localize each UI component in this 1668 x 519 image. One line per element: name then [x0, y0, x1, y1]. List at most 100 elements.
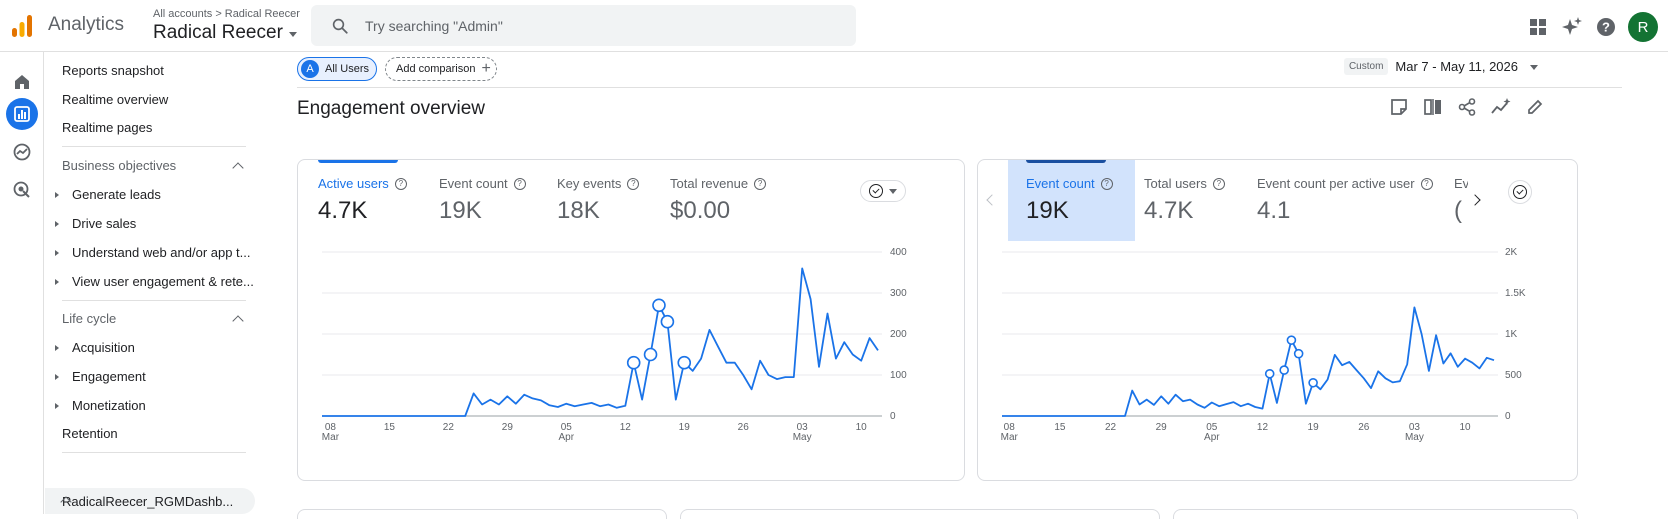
nav-item-view-user-engagement[interactable]: View user engagement & rete... — [55, 274, 254, 289]
sparkle-insights-icon[interactable] — [1560, 15, 1584, 39]
reports-icon[interactable] — [6, 98, 38, 130]
toolbar-divider — [297, 87, 1622, 88]
help-icon[interactable]: ? — [754, 177, 767, 190]
x-tick-month-label: Apr — [559, 432, 575, 443]
comparison-toggle-button[interactable] — [860, 180, 906, 202]
date-range-text: Mar 7 - May 11, 2026 — [1395, 59, 1518, 74]
metric-tab-truncated[interactable]: Ev ( — [1454, 176, 1468, 225]
x-tick-label: 03 — [797, 422, 809, 433]
account-picker[interactable]: All accounts > Radical Reecer Radical Reec… — [153, 8, 300, 44]
x-tick-label: 29 — [502, 422, 514, 433]
home-icon[interactable] — [6, 66, 38, 98]
search-icon — [332, 18, 348, 34]
metric-tab-active-users[interactable]: Active users? 4.7K — [318, 176, 407, 225]
x-tick-month-label: Mar — [1001, 432, 1019, 443]
comparison-toggle-button[interactable] — [1508, 180, 1532, 204]
section-label: Life cycle — [62, 311, 117, 326]
dropdown-caret-icon — [1530, 65, 1538, 70]
main-content: A All Users Add comparison + Custom Mar … — [255, 52, 1668, 519]
x-tick-label: 10 — [856, 422, 868, 433]
x-tick-label: 15 — [384, 422, 396, 433]
property-selector[interactable]: Radical Reecer — [153, 22, 300, 44]
x-tick-label: 08 — [1004, 422, 1016, 433]
y-tick-label: 0 — [890, 411, 896, 422]
date-preset-badge: Custom — [1343, 58, 1389, 75]
metric-tab-total-users[interactable]: Total users? 4.7K — [1144, 176, 1225, 225]
insights-icon[interactable] — [1490, 96, 1512, 118]
anomaly-marker — [660, 314, 675, 329]
x-tick-label: 10 — [1459, 422, 1471, 433]
metric-value: 18K — [557, 197, 600, 224]
expand-arrow-icon — [55, 402, 59, 409]
help-icon[interactable]: ? — [627, 177, 640, 190]
nav-item-realtime-pages[interactable]: Realtime pages — [62, 120, 153, 135]
expand-arrow-icon — [55, 373, 59, 380]
help-icon[interactable]: ? — [1212, 177, 1225, 190]
anomaly-marker — [1286, 335, 1297, 345]
metric-tab-event-count-per-active-user[interactable]: Event count per active user? 4.1 — [1257, 176, 1433, 225]
dropdown-caret-icon — [288, 31, 297, 37]
customize-report-icon[interactable] — [1388, 96, 1410, 118]
nav-item-label: Engagement — [72, 369, 146, 384]
metric-value: 4.7K — [318, 197, 368, 224]
series-line — [1002, 306, 1495, 417]
y-tick-label: 2K — [1505, 247, 1518, 258]
help-icon[interactable]: ? — [513, 177, 526, 190]
nav-section-life-cycle[interactable]: Life cycle — [62, 311, 246, 327]
help-icon[interactable]: ? — [1594, 15, 1618, 39]
x-tick-month-label: May — [793, 432, 812, 443]
nav-item-monetization[interactable]: Monetization — [55, 398, 146, 413]
nav-section-business-objectives[interactable]: Business objectives — [62, 158, 246, 174]
segment-chip-all-users[interactable]: A All Users — [297, 57, 377, 81]
metrics-card-active-users: Active users? 4.7K Event count? 19K Key … — [297, 159, 965, 481]
edit-icon[interactable] — [1524, 96, 1546, 118]
x-tick-label: 22 — [443, 422, 455, 433]
search-placeholder: Try searching "Admin" — [365, 17, 503, 34]
nav-item-understand-web[interactable]: Understand web and/or app t... — [55, 245, 251, 260]
nav-item-drive-sales[interactable]: Drive sales — [55, 216, 136, 231]
metric-label: Event count — [1026, 176, 1095, 191]
help-icon[interactable]: ? — [1100, 177, 1113, 190]
help-icon[interactable]: ? — [1420, 177, 1433, 190]
analytics-logo-icon[interactable] — [10, 14, 34, 38]
metric-tab-event-count[interactable]: Event count? 19K — [1026, 176, 1113, 225]
metric-label: Ev — [1454, 176, 1468, 191]
breadcrumb-root: All accounts — [153, 8, 213, 20]
date-range-picker[interactable]: Custom Mar 7 - May 11, 2026 — [1343, 58, 1538, 75]
y-tick-label: 100 — [890, 370, 907, 381]
avatar[interactable]: R — [1628, 12, 1658, 42]
nav-item-label: Monetization — [72, 398, 146, 413]
metric-value: 19K — [1026, 197, 1069, 224]
nav-item-retention[interactable]: Retention — [62, 426, 118, 441]
add-comparison-button[interactable]: Add comparison + — [385, 57, 497, 81]
expand-arrow-icon — [55, 249, 59, 256]
explore-icon[interactable] — [6, 136, 38, 168]
nav-item-engagement[interactable]: Engagement — [55, 369, 146, 384]
chevron-up-icon — [232, 161, 244, 174]
nav-item-acquisition[interactable]: Acquisition — [55, 340, 135, 355]
y-tick-label: 200 — [890, 329, 907, 340]
metric-tab-total-revenue[interactable]: Total revenue? $0.00 — [670, 176, 767, 225]
x-tick-label: 12 — [620, 422, 632, 433]
nav-item-reports-snapshot[interactable]: Reports snapshot — [62, 63, 164, 78]
anomaly-marker — [677, 355, 692, 370]
x-tick-label: 05 — [1206, 422, 1218, 433]
nav-collection-footer[interactable]: RadicalReecer_RGMDashb... — [45, 488, 255, 514]
nav-item-generate-leads[interactable]: Generate leads — [55, 187, 161, 202]
help-icon[interactable]: ? — [394, 177, 407, 190]
next-card-edge — [297, 509, 667, 519]
advertising-icon[interactable] — [6, 174, 38, 206]
metric-tab-event-count[interactable]: Event count? 19K — [439, 176, 526, 225]
search-bar[interactable]: Try searching "Admin" — [311, 5, 856, 46]
left-rail — [0, 52, 44, 514]
apps-grid-icon[interactable] — [1526, 15, 1550, 39]
collection-label: RadicalReecer_RGMDashb... — [62, 494, 234, 509]
metrics-card-event-count: Event count? 19K Total users? 4.7K Event… — [977, 159, 1578, 481]
compare-icon[interactable] — [1422, 96, 1444, 118]
x-tick-label: 15 — [1054, 422, 1066, 433]
share-icon[interactable] — [1456, 96, 1478, 118]
metric-tab-key-events[interactable]: Key events? 18K — [557, 176, 640, 225]
nav-item-realtime-overview[interactable]: Realtime overview — [62, 92, 169, 107]
segment-letter-badge: A — [301, 60, 319, 78]
